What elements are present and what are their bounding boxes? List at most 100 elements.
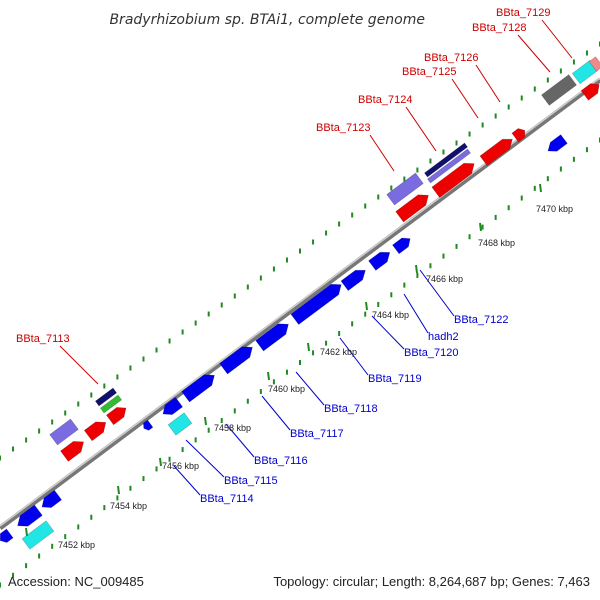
- gene-label[interactable]: BBta_7122: [454, 314, 508, 326]
- gene-label[interactable]: BBta_7119: [368, 373, 422, 385]
- upper-tick: [129, 365, 132, 371]
- gene-arrow-top[interactable]: [395, 190, 433, 223]
- upper-tick: [181, 329, 184, 335]
- gene-arrow-bottom[interactable]: [38, 489, 63, 512]
- upper-tick: [116, 374, 119, 380]
- upper-tick: [325, 230, 328, 236]
- gene-arrow-bottom[interactable]: [14, 504, 43, 531]
- lower-tick: [520, 195, 523, 201]
- lower-tick: [325, 340, 328, 346]
- gene-arrow-top[interactable]: [431, 158, 478, 198]
- gene-label[interactable]: BBta_7116: [254, 455, 308, 467]
- label-leader: [371, 315, 405, 350]
- kbp-major-tick: [365, 301, 368, 311]
- gene-arrow-top[interactable]: [511, 126, 528, 143]
- kbp-major-tick: [479, 222, 482, 232]
- gene-label[interactable]: BBta_7123: [316, 122, 370, 134]
- gene-arrow-top[interactable]: [580, 80, 600, 101]
- gene-arrow-top[interactable]: [571, 59, 599, 85]
- kbp-major-tick: [267, 371, 270, 381]
- kbp-tick-label: 7468 kbp: [478, 238, 515, 248]
- gene-arrow-top[interactable]: [49, 418, 79, 446]
- upper-tick: [585, 50, 588, 56]
- upper-tick: [285, 257, 288, 263]
- upper-tick: [155, 347, 158, 353]
- upper-tick: [103, 383, 106, 389]
- kbp-major-tick: [204, 416, 207, 426]
- gene-arrow-bottom[interactable]: [181, 370, 219, 403]
- gene-arrow-bottom[interactable]: [141, 419, 154, 432]
- lower-tick: [246, 398, 249, 404]
- gene-arrow-top[interactable]: [60, 437, 87, 462]
- gene-label[interactable]: BBta_7128: [472, 22, 526, 34]
- label-leader-lines: [59, 19, 573, 496]
- upper-tick: [520, 95, 523, 101]
- gene-arrow-bottom[interactable]: [219, 342, 257, 375]
- upper-tick: [90, 392, 93, 398]
- gene-arrow-top[interactable]: [427, 148, 471, 184]
- lower-tick: [312, 350, 315, 356]
- gene-arrow-top[interactable]: [83, 417, 109, 442]
- lower-tick: [377, 301, 380, 307]
- gene-arrow-bottom[interactable]: [255, 319, 293, 352]
- gene-label[interactable]: BBta_7113: [16, 333, 70, 345]
- gene-arrow-bottom[interactable]: [167, 412, 193, 436]
- lower-tick: [299, 360, 301, 365]
- gene-arrow-top[interactable]: [99, 394, 123, 414]
- gene-arrow-bottom[interactable]: [392, 234, 413, 255]
- label-leader: [517, 34, 551, 73]
- lower-tick: [181, 447, 184, 453]
- gene-arrow-top[interactable]: [479, 134, 516, 166]
- gene-arrow-top[interactable]: [94, 387, 118, 407]
- gene-arrow-bottom[interactable]: [21, 520, 55, 550]
- gene-label[interactable]: hadh2: [428, 331, 459, 343]
- label-leader: [225, 423, 255, 458]
- upper-tick: [77, 401, 80, 407]
- label-leader: [339, 337, 369, 376]
- gene-arrow-top[interactable]: [105, 403, 129, 426]
- gene-label[interactable]: BBta_7118: [324, 403, 378, 415]
- gene-arrow-bottom[interactable]: [0, 528, 14, 545]
- gene-arrow-bottom[interactable]: [368, 248, 394, 271]
- gene-label[interactable]: BBta_7117: [290, 428, 344, 440]
- gene-label[interactable]: BBta_7115: [224, 475, 278, 487]
- label-leader: [541, 19, 573, 59]
- upper-tick: [272, 266, 275, 272]
- lower-tick: [259, 389, 262, 395]
- gene-label[interactable]: BBta_7125: [402, 66, 456, 78]
- upper-tick: [25, 437, 28, 443]
- upper-tick: [546, 77, 549, 83]
- upper-tick: [481, 122, 484, 128]
- kbp-major-tick: [25, 527, 28, 537]
- lower-tick: [338, 330, 341, 336]
- gene-arrow-bottom[interactable]: [545, 134, 568, 156]
- kbp-tick-labels: 7452 kbp 7454 kbp 7456 kbp 7458 kbp 7460 kbp…: [25, 183, 573, 550]
- label-leader: [419, 269, 455, 317]
- upper-tick: [12, 446, 15, 452]
- lower-tick: [90, 514, 93, 520]
- gene-label[interactable]: BBta_7114: [200, 493, 254, 505]
- gene-label[interactable]: BBta_7129: [496, 7, 550, 19]
- gene-label[interactable]: BBta_7120: [404, 347, 458, 359]
- gene-arrow-top[interactable]: [386, 172, 424, 206]
- gene-arrow-bottom[interactable]: [340, 265, 369, 292]
- label-leader: [261, 395, 291, 431]
- gene-arrow-bottom[interactable]: [290, 279, 345, 325]
- upper-tick: [507, 104, 510, 110]
- gene-labels: BBta_7113 BBta_7123 BBta_7124 BBta_7125 BBta…: [16, 7, 550, 505]
- upper-tick: [455, 140, 458, 146]
- lower-tick: [507, 205, 510, 211]
- lower-tick: [585, 147, 588, 153]
- upper-tick: [377, 194, 380, 200]
- upper-tick: [429, 158, 432, 164]
- genome-title: Bradyrhizobium sp. BTAi1, complete genom…: [109, 12, 425, 28]
- gene-label[interactable]: BBta_7124: [358, 94, 412, 106]
- gene-arrow-top[interactable]: [541, 74, 577, 106]
- gene-arrow-bottom[interactable]: [159, 396, 184, 419]
- gene-features: [0, 56, 600, 550]
- gene-label[interactable]: BBta_7126: [424, 52, 478, 64]
- lower-tick: [51, 543, 54, 549]
- gene-arrow-top[interactable]: [588, 56, 600, 72]
- gene-arrow-top[interactable]: [424, 142, 468, 178]
